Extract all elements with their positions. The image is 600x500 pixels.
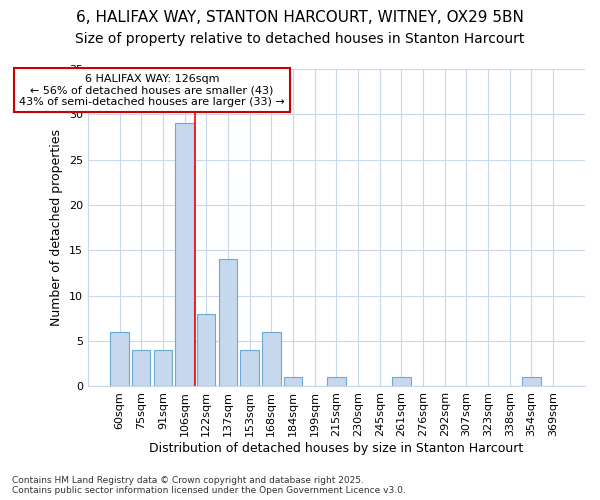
Bar [154,350,172,387]
Bar [392,378,410,386]
Text: Contains HM Land Registry data © Crown copyright and database right 2025.
Contai: Contains HM Land Registry data © Crown c… [12,476,406,495]
Bar [284,378,302,386]
Bar [219,260,237,386]
Bar [522,378,541,386]
Text: 6 HALIFAX WAY: 126sqm
← 56% of detached houses are smaller (43)
43% of semi-deta: 6 HALIFAX WAY: 126sqm ← 56% of detached … [19,74,285,106]
Text: 6, HALIFAX WAY, STANTON HARCOURT, WITNEY, OX29 5BN: 6, HALIFAX WAY, STANTON HARCOURT, WITNEY… [76,10,524,25]
Bar [262,332,281,386]
Bar [327,378,346,386]
Bar [175,124,194,386]
X-axis label: Distribution of detached houses by size in Stanton Harcourt: Distribution of detached houses by size … [149,442,523,455]
Bar [197,314,215,386]
Y-axis label: Number of detached properties: Number of detached properties [50,129,63,326]
Bar [132,350,151,387]
Bar [110,332,129,386]
Bar [241,350,259,387]
Text: Size of property relative to detached houses in Stanton Harcourt: Size of property relative to detached ho… [76,32,524,46]
